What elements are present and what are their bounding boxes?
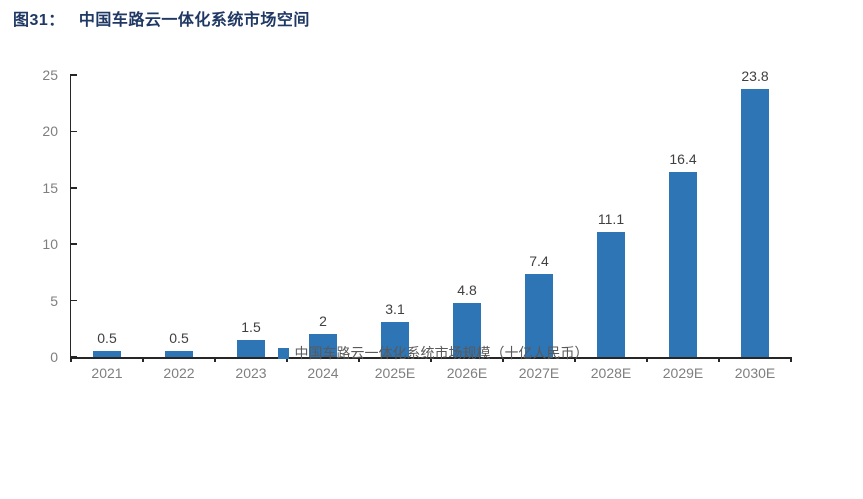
x-axis-tick-label: 2029E: [662, 365, 704, 381]
bar-value-label: 7.4: [529, 253, 549, 269]
x-axis-tick: [358, 357, 360, 362]
y-axis-tick: [69, 74, 77, 76]
y-axis-tick-label: 0: [50, 349, 58, 365]
x-axis-tick: [70, 357, 72, 362]
bar-value-label: 3.1: [385, 301, 405, 317]
bar-chart: 0 5 10 15 20 25 0.5 2021 0.5 2022 1.5 2023 2 2024 3.1 2…: [13, 57, 853, 437]
y-axis-tick-label: 5: [50, 292, 58, 309]
legend-marker: [277, 347, 289, 359]
bar: [453, 303, 481, 357]
x-axis-tick: [646, 357, 648, 362]
bar-value-label: 23.8: [741, 68, 769, 84]
bar: [309, 334, 337, 357]
x-axis-tick-label: 2023: [235, 365, 267, 381]
bar-value-label: 16.4: [669, 151, 697, 167]
x-axis-tick: [790, 357, 792, 362]
bar: [381, 322, 409, 357]
legend: 中国车路云一体化系统市场规模（十亿人民币）: [13, 344, 853, 362]
x-axis-tick-label: 2030E: [734, 365, 776, 381]
x-axis-tick-label: 2024: [307, 365, 339, 381]
bar: [525, 274, 553, 357]
bar: [741, 89, 769, 357]
x-axis-tick: [286, 357, 288, 362]
y-axis-tick: [69, 243, 77, 245]
bar-value-label: 0.5: [97, 330, 117, 346]
bar-value-label: 1.5: [241, 319, 261, 335]
x-axis-tick: [430, 357, 432, 362]
y-axis-tick: [69, 130, 77, 133]
y-axis-tick: [69, 187, 77, 189]
plot-area: 0 5 10 15 20 25 0.5 2021 0.5 2022 1.5 2023 2 2024 3.1 2…: [42, 67, 792, 381]
figure-title: 图31： 中国车路云一体化系统市场空间: [13, 6, 310, 30]
bar-value-label: 0.5: [169, 330, 189, 346]
bar-value-label: 4.8: [457, 282, 477, 298]
bar: [93, 351, 121, 357]
x-axis-tick: [502, 357, 504, 362]
figure-number: 图31：: [13, 12, 65, 29]
y-axis-tick-label: 10: [42, 236, 58, 253]
legend-label: 中国车路云一体化系统市场规模（十亿人民币）: [294, 345, 589, 361]
x-axis-tick: [214, 357, 216, 362]
figure-title-text: 中国车路云一体化系统市场空间: [78, 12, 310, 29]
x-axis-tick: [142, 357, 144, 362]
x-axis-tick-label: 2028E: [590, 365, 632, 381]
x-axis-tick-label: 2026E: [446, 365, 488, 381]
y-axis-tick-label: 15: [42, 179, 58, 196]
bar: [165, 351, 193, 357]
bar: [669, 172, 697, 357]
bar: [597, 232, 625, 357]
x-axis-tick-label: 2022: [163, 365, 195, 381]
bar-value-label: 2: [319, 313, 327, 329]
x-axis-tick-label: 2025E: [374, 365, 416, 381]
y-axis-tick-label: 20: [42, 123, 58, 140]
x-axis-tick-label: 2021: [91, 365, 123, 381]
y-axis-tick: [69, 299, 77, 302]
bar: [237, 340, 265, 357]
x-axis-tick-label: 2027E: [518, 365, 560, 381]
x-axis-tick: [574, 357, 576, 362]
y-axis-tick: [69, 356, 77, 358]
bar-value-label: 11.1: [597, 211, 625, 227]
y-axis-line: [69, 75, 71, 359]
x-axis-tick: [718, 357, 720, 362]
y-axis-tick-label: 25: [42, 67, 58, 83]
